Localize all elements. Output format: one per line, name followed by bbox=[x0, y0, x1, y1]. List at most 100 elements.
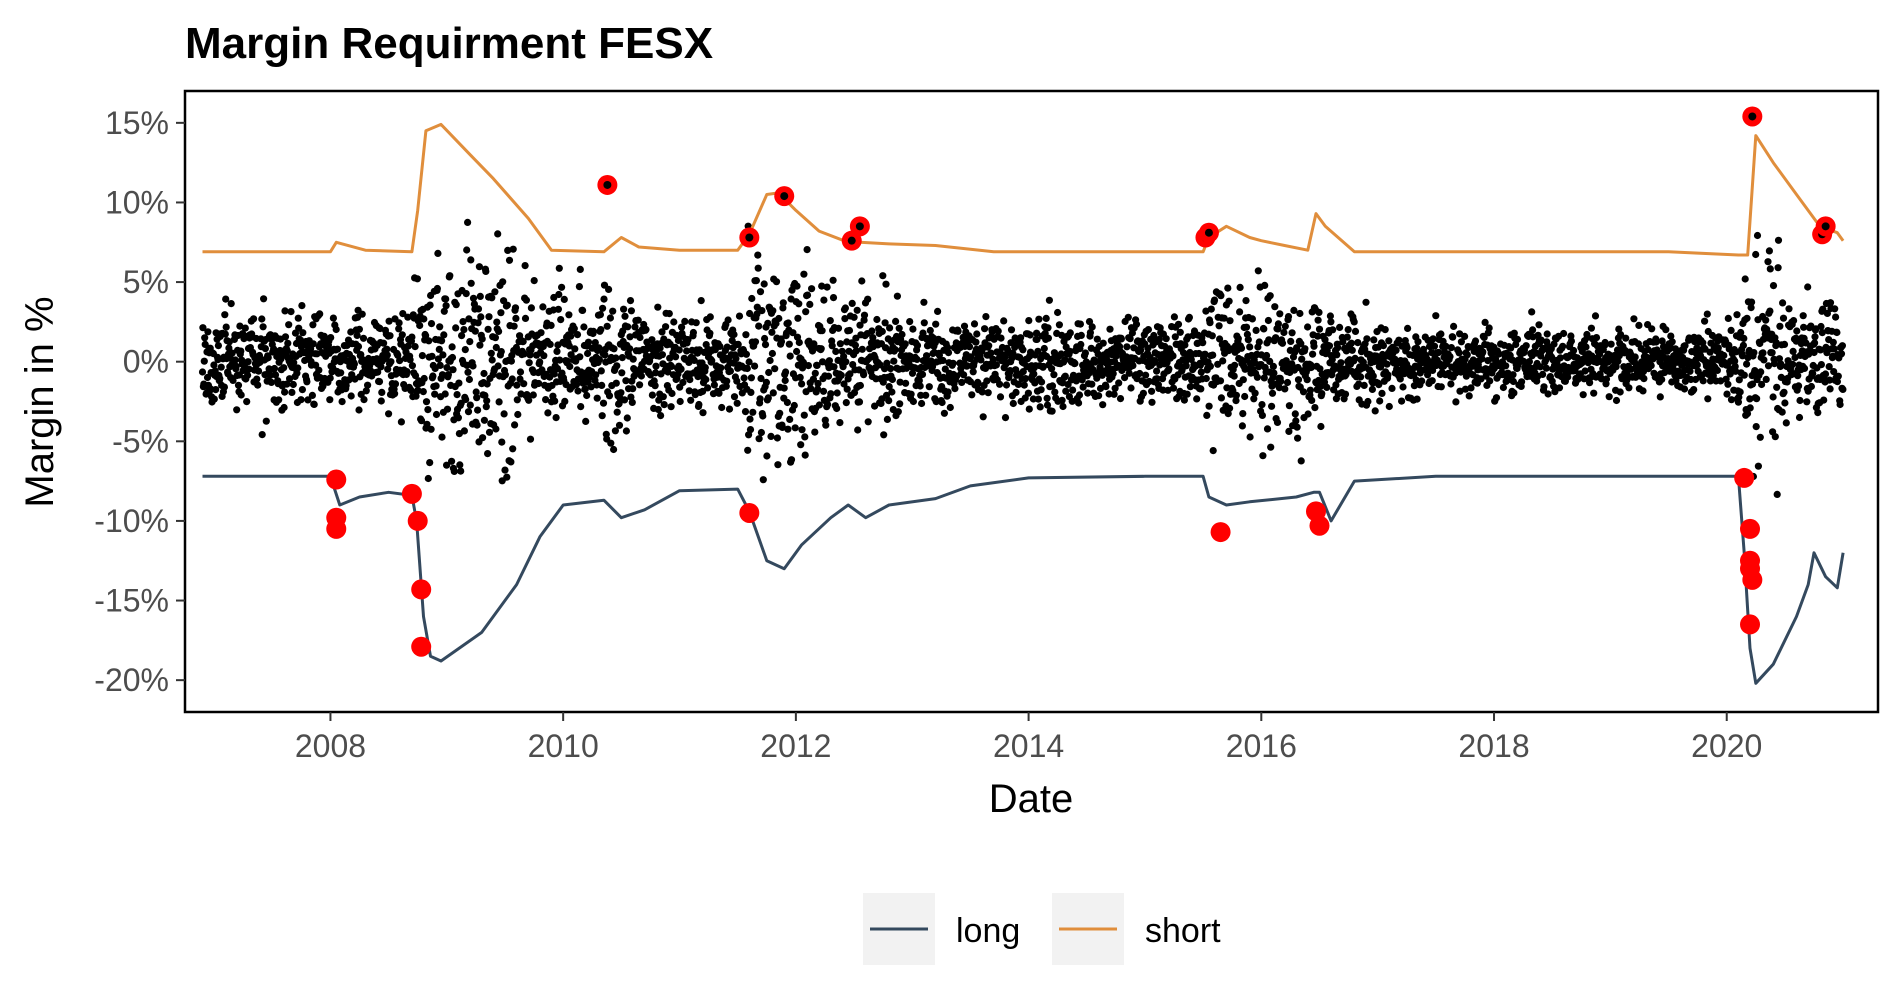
return-point bbox=[801, 451, 809, 459]
return-point bbox=[1809, 370, 1817, 378]
return-point bbox=[574, 387, 582, 395]
return-point bbox=[1556, 354, 1564, 362]
return-point bbox=[743, 364, 751, 373]
return-point bbox=[423, 420, 431, 428]
return-point bbox=[326, 396, 334, 404]
return-point bbox=[1086, 329, 1094, 337]
return-point bbox=[843, 385, 851, 393]
return-point bbox=[563, 357, 572, 365]
return-point bbox=[1317, 422, 1325, 431]
return-point bbox=[1731, 357, 1739, 365]
return-point bbox=[1044, 334, 1052, 342]
return-point bbox=[427, 320, 436, 328]
return-point bbox=[1007, 326, 1016, 334]
return-point bbox=[210, 361, 218, 369]
return-point bbox=[648, 336, 656, 344]
return-point bbox=[480, 369, 488, 378]
return-point bbox=[1388, 384, 1396, 392]
return-point bbox=[1250, 395, 1258, 403]
return-point bbox=[551, 397, 559, 405]
return-point bbox=[1471, 337, 1480, 345]
return-point bbox=[1327, 318, 1335, 326]
return-point bbox=[495, 327, 503, 335]
return-point bbox=[1350, 318, 1358, 326]
return-point bbox=[465, 375, 473, 384]
return-point bbox=[901, 340, 909, 348]
return-point bbox=[759, 412, 767, 420]
return-point bbox=[244, 358, 252, 366]
return-point bbox=[1069, 386, 1077, 394]
y-tick-label: 5% bbox=[123, 264, 169, 300]
return-point bbox=[1066, 329, 1074, 337]
return-point bbox=[1292, 417, 1300, 425]
return-point bbox=[742, 331, 750, 339]
return-point bbox=[667, 403, 675, 411]
return-point bbox=[1033, 335, 1041, 343]
return-point bbox=[542, 396, 550, 404]
return-point bbox=[622, 427, 631, 435]
return-point bbox=[270, 364, 279, 373]
return-point bbox=[1226, 404, 1234, 412]
return-point bbox=[1048, 407, 1056, 415]
return-point bbox=[283, 380, 291, 388]
return-point bbox=[1385, 402, 1393, 411]
return-point bbox=[1066, 347, 1074, 355]
return-point bbox=[1332, 381, 1340, 389]
return-point bbox=[309, 340, 317, 348]
return-point bbox=[216, 375, 224, 383]
return-point bbox=[298, 386, 306, 394]
return-point bbox=[657, 412, 665, 420]
return-point bbox=[507, 458, 515, 466]
return-point bbox=[672, 353, 680, 361]
return-point bbox=[520, 350, 528, 358]
return-point bbox=[1713, 366, 1721, 374]
return-point bbox=[337, 369, 345, 377]
return-point bbox=[537, 329, 545, 337]
return-point bbox=[1748, 298, 1756, 306]
return-point bbox=[522, 296, 531, 304]
return-point bbox=[1753, 395, 1761, 403]
return-point bbox=[769, 389, 777, 397]
breach-point-long bbox=[1309, 515, 1330, 536]
return-point bbox=[243, 398, 251, 406]
return-point bbox=[1399, 383, 1407, 391]
return-point bbox=[1253, 373, 1261, 381]
return-point bbox=[508, 375, 516, 383]
return-point bbox=[472, 388, 480, 396]
return-point bbox=[457, 467, 465, 475]
return-point bbox=[1325, 342, 1334, 350]
return-point bbox=[1758, 380, 1766, 389]
return-point bbox=[769, 307, 777, 315]
return-point bbox=[442, 295, 450, 303]
return-point bbox=[1834, 372, 1842, 380]
return-point bbox=[678, 323, 686, 331]
return-point bbox=[275, 396, 283, 404]
return-point bbox=[1132, 320, 1141, 328]
return-point bbox=[303, 378, 311, 386]
return-point bbox=[521, 314, 530, 322]
returns-scatter bbox=[198, 218, 1847, 498]
return-point bbox=[1084, 389, 1092, 397]
return-point bbox=[798, 426, 806, 434]
return-point bbox=[997, 334, 1005, 342]
y-tick-label: 10% bbox=[105, 184, 169, 220]
return-point bbox=[1741, 275, 1749, 283]
return-point bbox=[1836, 400, 1844, 409]
return-point bbox=[1148, 387, 1156, 395]
return-point bbox=[375, 378, 384, 386]
return-point bbox=[525, 359, 533, 367]
return-point bbox=[1398, 397, 1406, 405]
return-point bbox=[474, 319, 482, 327]
return-point bbox=[1591, 312, 1600, 320]
return-point bbox=[573, 331, 582, 339]
return-point bbox=[1039, 362, 1047, 371]
return-point bbox=[794, 314, 802, 322]
return-point bbox=[1339, 338, 1347, 346]
return-point bbox=[992, 361, 1001, 369]
return-point bbox=[426, 459, 434, 467]
return-point bbox=[280, 403, 288, 412]
return-point bbox=[845, 326, 854, 335]
return-point bbox=[647, 352, 655, 361]
return-point bbox=[290, 359, 298, 367]
return-point bbox=[1142, 371, 1150, 379]
